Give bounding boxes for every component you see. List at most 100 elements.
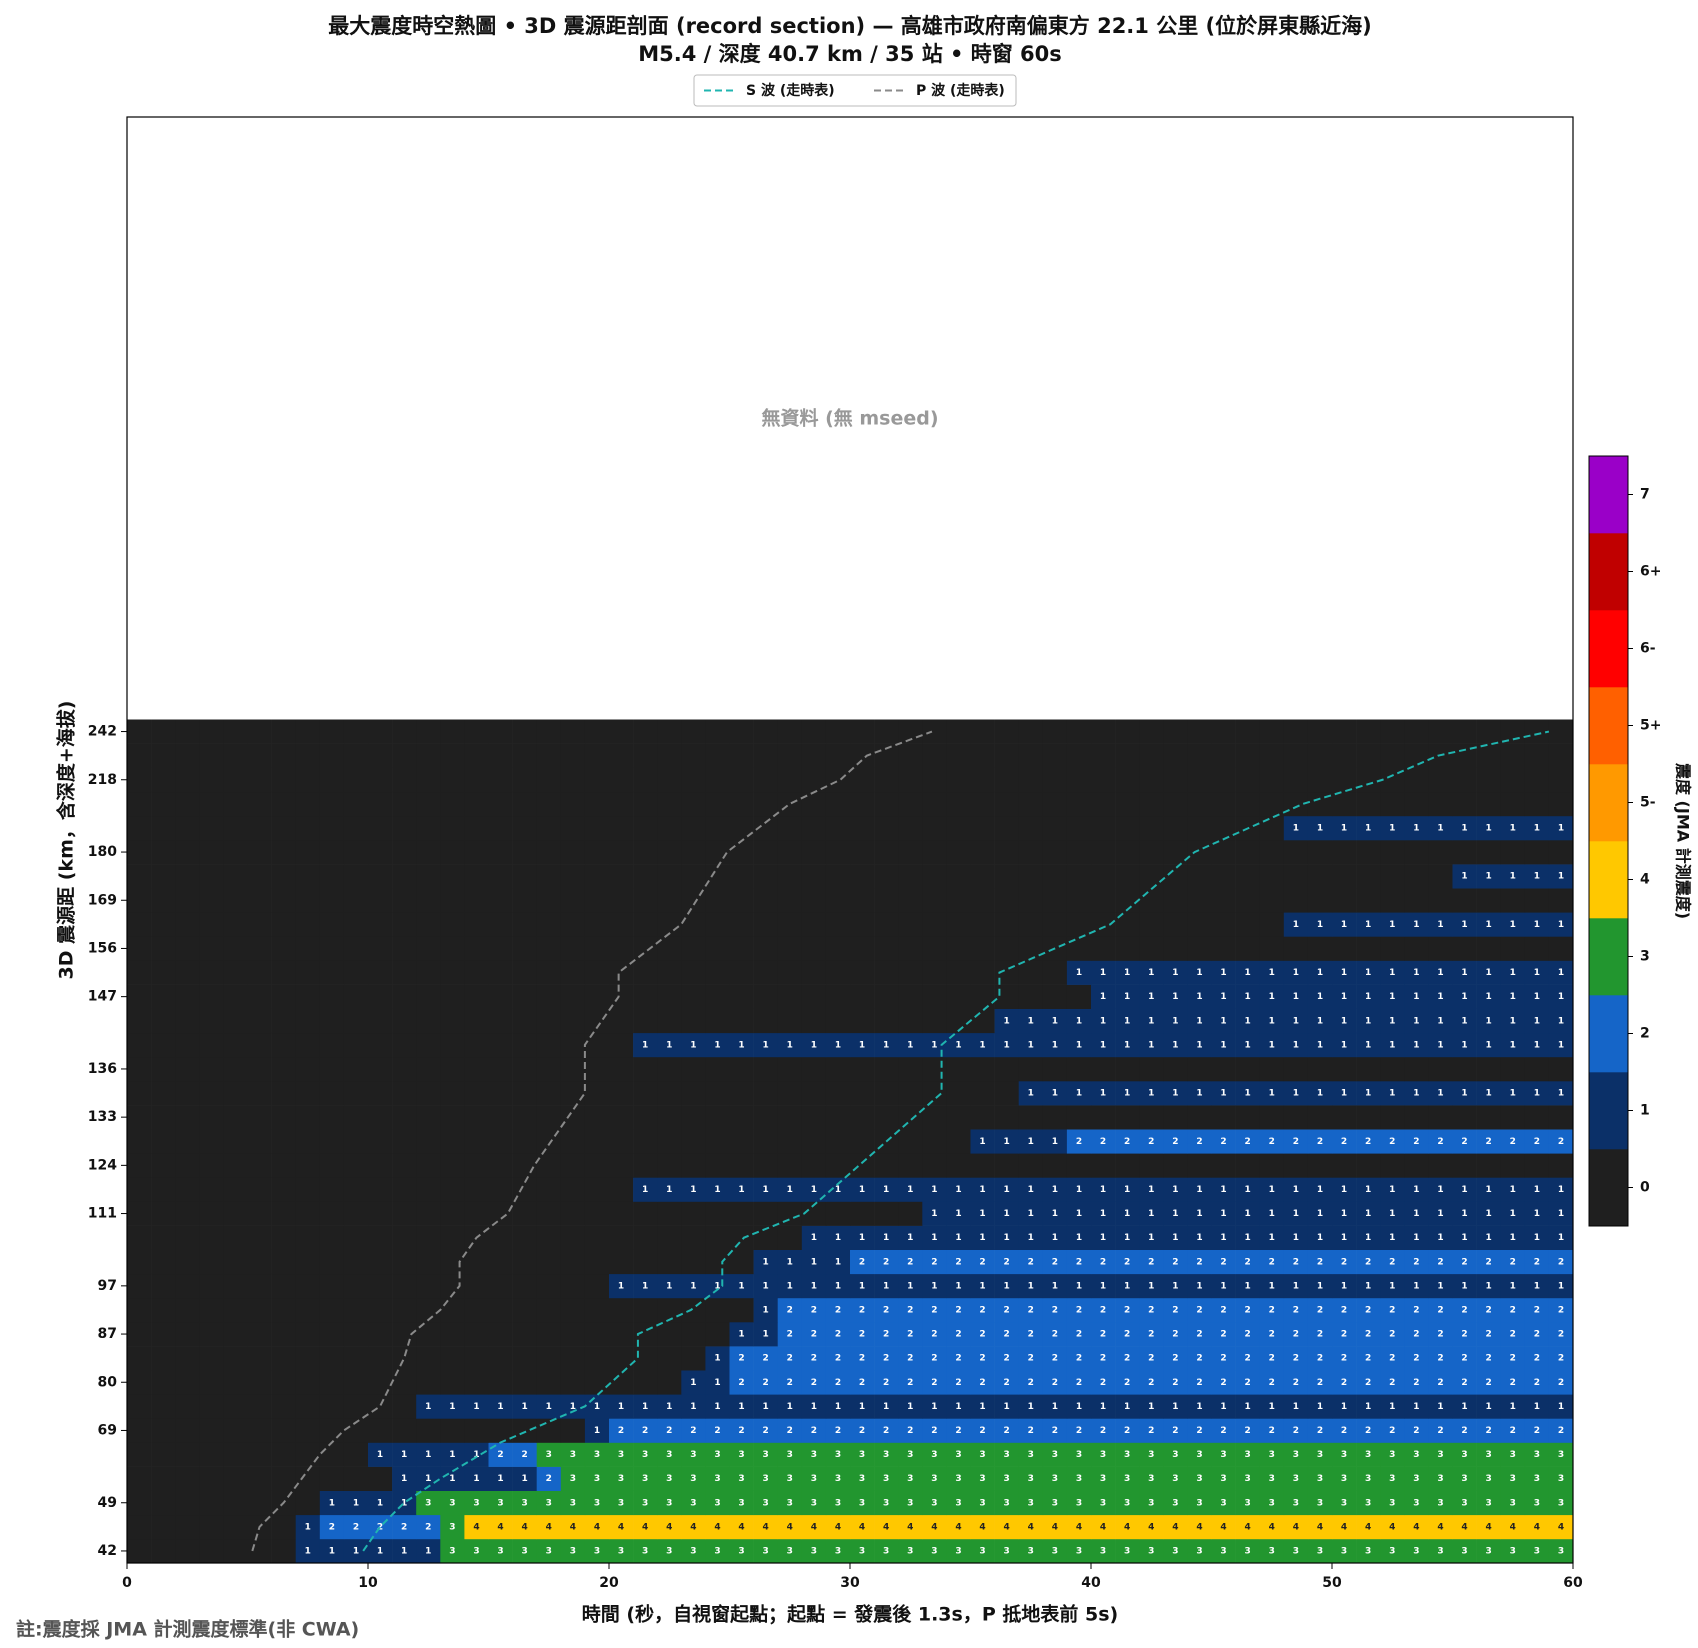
heat-cell: [1404, 1201, 1429, 1226]
cell-label: 1: [787, 1281, 793, 1291]
heat-cell: [392, 791, 417, 817]
cell-label: 3: [1028, 1474, 1034, 1484]
heat-cell: [1042, 1514, 1068, 1540]
cell-label: 1: [1510, 1209, 1516, 1219]
cell-label: 3: [1317, 1546, 1323, 1556]
heat-cell: [946, 1297, 971, 1323]
cell-label: 2: [1341, 1378, 1347, 1388]
cell-label: 1: [859, 1281, 865, 1291]
cell-label: 3: [473, 1498, 479, 1508]
heat-cell: [1235, 1201, 1260, 1226]
heat-cell: [1428, 1466, 1453, 1491]
heat-cell: [1091, 984, 1116, 1009]
heat-cell: [295, 719, 321, 744]
heat-cell: [970, 1273, 995, 1299]
heat-cell: [922, 1153, 947, 1178]
heat-cell: [922, 936, 947, 961]
heat-cell: [874, 840, 899, 865]
cell-label: 1: [1196, 1233, 1202, 1243]
heat-cell: [1283, 1105, 1309, 1130]
heat-cell: [1259, 1322, 1285, 1347]
heat-cell: [392, 1273, 417, 1299]
heat-cell: [657, 1442, 682, 1467]
y-tick-label: 49: [98, 1495, 117, 1511]
cell-label: 1: [1365, 920, 1371, 930]
heat-cell: [753, 767, 778, 793]
heat-cell: [1018, 888, 1044, 913]
heat-cell: [1091, 960, 1116, 985]
cell-label: 1: [1269, 1089, 1275, 1099]
heat-cell: [1163, 791, 1188, 817]
heat-cell: [970, 888, 995, 913]
heat-cell: [343, 1297, 369, 1323]
heat-cell: [343, 1442, 369, 1467]
cell-label: 1: [883, 1281, 889, 1291]
cell-label: 2: [1486, 1378, 1492, 1388]
heat-cell: [584, 1514, 610, 1540]
cell-label: 3: [666, 1546, 672, 1556]
heat-cell: [560, 1346, 586, 1371]
heat-cell: [1091, 815, 1116, 841]
heat-cell: [729, 1008, 754, 1034]
heat-cell: [584, 743, 610, 768]
heat-cell: [319, 1177, 345, 1202]
heat-cell: [175, 767, 200, 793]
heat-cell: [874, 1056, 899, 1082]
heat-cell: [295, 743, 321, 768]
cell-label: 1: [1437, 823, 1443, 833]
cell-label: 1: [979, 1209, 985, 1219]
heat-cell: [223, 960, 248, 985]
cell-label: 2: [1293, 1426, 1299, 1436]
heat-cell: [223, 1442, 248, 1467]
heat-cell: [368, 1466, 393, 1491]
heat-cell: [464, 1032, 489, 1058]
heat-cell: [1524, 1370, 1550, 1395]
heat-cell: [295, 1225, 321, 1250]
heat-cell: [1452, 1273, 1477, 1299]
heat-cell: [1235, 1032, 1260, 1058]
cell-label: 3: [811, 1498, 817, 1508]
heat-cell: [199, 960, 224, 985]
heat-cell: [319, 1297, 345, 1323]
cell-label: 3: [738, 1498, 744, 1508]
cell-label: 2: [1413, 1354, 1419, 1364]
heat-cell: [1211, 984, 1236, 1009]
heat-cell: [1163, 1129, 1188, 1154]
chart-subtitle: M5.4 / 深度 40.7 km / 35 站 • 時窗 60s: [638, 42, 1062, 66]
heat-cell: [1066, 743, 1092, 768]
cell-label: 1: [1317, 1089, 1323, 1099]
heat-cell: [584, 1273, 610, 1299]
heat-cell: [633, 1538, 658, 1564]
heat-cell: [1500, 888, 1526, 913]
heat-cell: [898, 1418, 923, 1443]
heat-cell: [1356, 1418, 1381, 1443]
heat-cell: [777, 1153, 803, 1178]
heat-cell: [609, 1370, 634, 1395]
cell-label: 3: [787, 1450, 793, 1460]
heat-cell: [1476, 1322, 1501, 1347]
heat-cell: [946, 960, 971, 985]
cell-label: 1: [1486, 1209, 1492, 1219]
cell-label: 3: [1341, 1474, 1347, 1484]
heat-cell: [1042, 888, 1068, 913]
cell-label: 4: [522, 1522, 528, 1532]
cell-label: 3: [835, 1474, 841, 1484]
cell-label: 1: [1413, 1233, 1419, 1243]
heat-cell: [392, 1032, 417, 1058]
heat-cell: [392, 864, 417, 889]
heat-cell: [584, 1177, 610, 1202]
cell-label: 4: [642, 1522, 648, 1532]
heat-cell: [1356, 936, 1381, 961]
heat-cell: [1163, 1056, 1188, 1082]
cell-label: 1: [883, 1402, 889, 1412]
cell-label: 2: [1510, 1257, 1516, 1267]
heat-cell: [1163, 1105, 1188, 1130]
heat-cell: [127, 960, 152, 985]
heat-cell: [777, 1201, 803, 1226]
heat-cell: [1091, 1177, 1116, 1202]
colorbar-segment: [1589, 456, 1628, 534]
heat-cell: [898, 815, 923, 841]
cell-label: 1: [690, 1185, 696, 1195]
cell-label: 4: [907, 1522, 913, 1532]
heat-cell: [512, 888, 537, 913]
